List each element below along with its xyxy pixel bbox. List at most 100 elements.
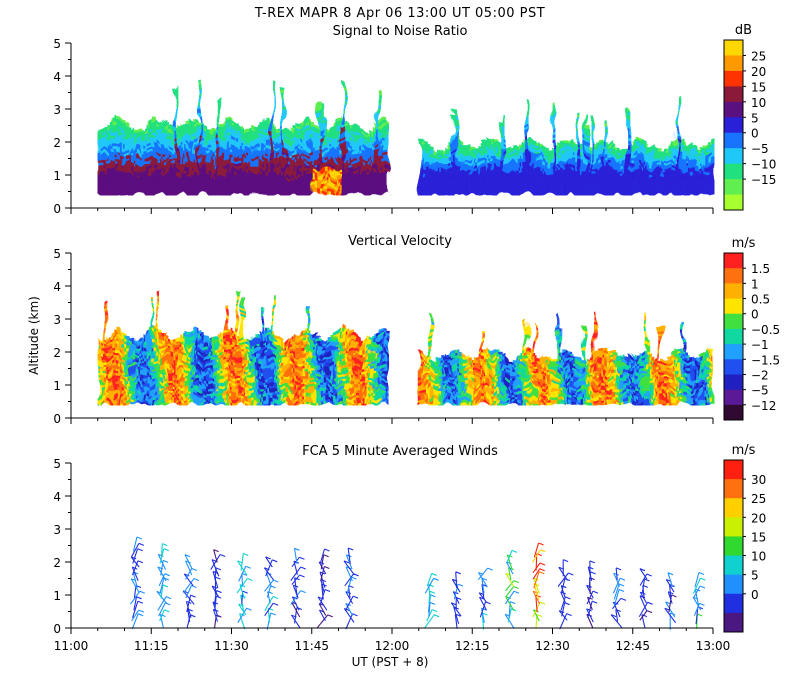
heatmap-cell [258,168,262,172]
heatmap-cell [442,152,446,156]
heatmap-cell [316,157,319,161]
heatmap-cell [553,147,556,151]
heatmap-cell [596,171,600,175]
heatmap-cell [155,144,159,148]
heatmap-cell [112,189,115,193]
heatmap-cell [138,163,142,167]
heatmap-cell [371,136,375,140]
heatmap-cell [176,178,180,182]
heatmap-cell [200,134,204,138]
heatmap-cell [481,178,484,182]
heatmap-cell [232,144,235,148]
heatmap-cell [373,149,377,153]
heatmap-cell [196,160,199,164]
heatmap-cell [521,181,525,185]
heatmap-cell [263,152,267,156]
heatmap-cell [337,168,341,172]
heatmap-cell [433,192,436,196]
heatmap-cell [155,160,159,164]
heatmap-cell [126,131,130,135]
heatmap-cell [208,157,211,161]
heatmap-cell [500,152,504,156]
heatmap-cell [344,131,348,135]
heatmap-cell [502,176,506,180]
heatmap-cell [318,118,322,122]
heatmap-cell [485,171,489,175]
heatmap-cell [500,165,504,169]
heatmap-cell [133,136,137,140]
heatmap-cell [366,134,370,138]
heatmap-cell [517,178,520,182]
heatmap-cell [268,120,271,124]
heatmap-cell [562,152,566,156]
heatmap-cell [320,178,324,182]
heatmap-cell [220,139,223,143]
heatmap-cell [287,142,291,146]
heatmap-cell [270,91,274,95]
heatmap-cell [579,176,583,180]
heatmap-cell [220,123,223,127]
heatmap-cell [160,152,163,156]
heatmap-cell [332,165,336,169]
heatmap-cell [574,152,578,156]
heatmap-cell [437,149,441,153]
heatmap-cell [150,147,154,151]
heatmap-cell [529,192,532,196]
heatmap-cell [114,120,118,124]
heatmap-cell [490,189,494,193]
heatmap-cell [502,155,506,159]
heatmap-cell [352,173,355,177]
heatmap-cell [425,149,429,153]
heatmap-cell [478,186,482,190]
heatmap-cell [591,120,595,124]
heatmap-cell [205,160,209,164]
heatmap-cell [445,152,448,156]
heatmap-cell [385,120,389,124]
heatmap-cell [258,157,262,161]
heatmap-cell [352,136,355,140]
heatmap-cell [418,192,422,196]
heatmap-cell [376,99,379,103]
heatmap-cell [299,186,303,190]
heatmap-cell [160,155,163,159]
heatmap-cell [598,139,602,143]
heatmap-cell [205,139,209,143]
heatmap-cell [469,168,472,172]
heatmap-cell [160,186,163,190]
heatmap-cell [543,155,547,159]
heatmap-cell [107,186,111,190]
heatmap-cell [445,176,448,180]
heatmap-cell [418,139,422,143]
heatmap-cell [152,120,156,124]
heatmap-cell [119,152,123,156]
heatmap-cell [481,144,484,148]
heatmap-cell [497,157,501,161]
heatmap-cell [526,178,530,182]
heatmap-cell [536,178,540,182]
heatmap-cell [246,163,250,167]
heatmap-cell [366,181,370,185]
heatmap-cell [148,139,151,143]
heatmap-cell [174,186,178,190]
heatmap-cell [100,192,103,196]
heatmap-cell [234,142,238,146]
heatmap-cell [464,149,468,153]
heatmap-cell [157,171,161,175]
heatmap-cell [454,176,458,180]
heatmap-cell [112,176,115,180]
heatmap-cell [150,155,154,159]
heatmap-cell [272,168,276,172]
heatmap-cell [296,176,300,180]
heatmap-cell [277,149,281,153]
heatmap-cell [550,165,554,169]
heatmap-cell [579,152,583,156]
heatmap-cell [352,157,355,161]
heatmap-cell [589,181,592,185]
heatmap-cell [172,168,175,172]
heatmap-cell [157,152,161,156]
heatmap-cell [162,176,166,180]
heatmap-cell [376,102,379,106]
heatmap-cell [217,192,221,196]
heatmap-cell [364,160,367,164]
heatmap-cell [483,142,487,146]
